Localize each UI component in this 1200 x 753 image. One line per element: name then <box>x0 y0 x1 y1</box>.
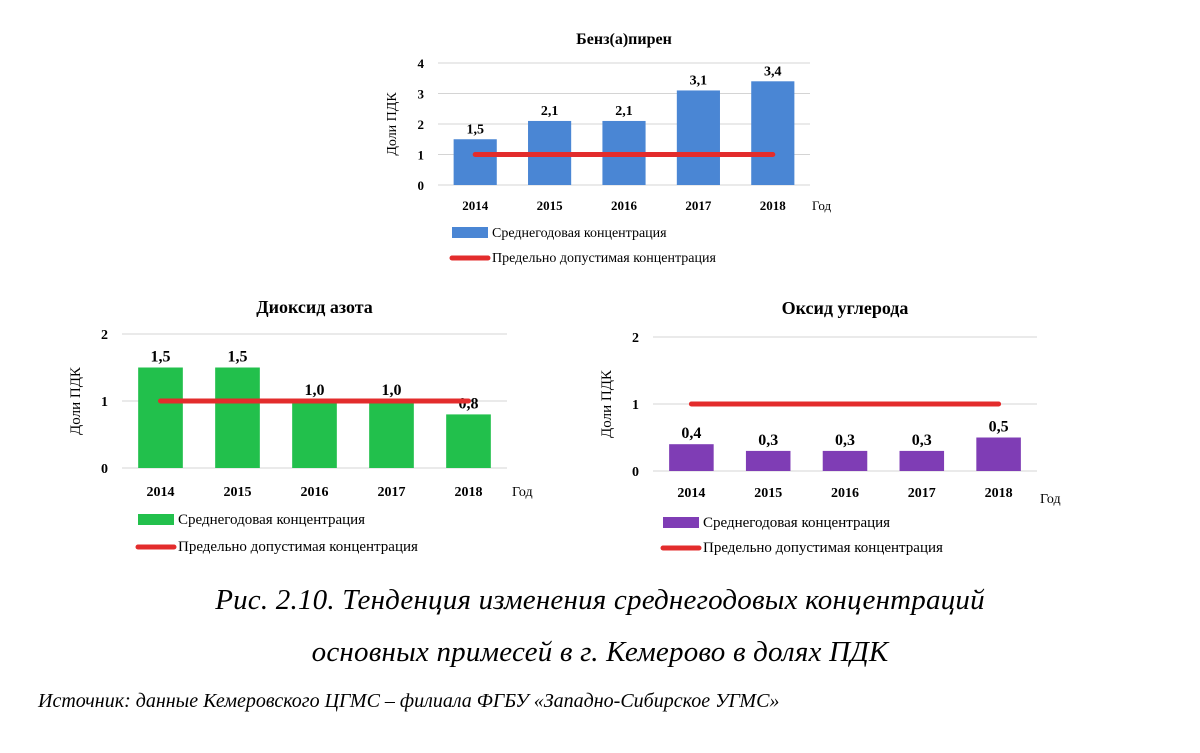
legend-swatch-bars <box>663 517 699 528</box>
bar <box>369 401 414 468</box>
x-axis-label: Год <box>812 198 831 213</box>
x-tick-label: 2017 <box>378 485 406 500</box>
chart-title: Бенз(а)пирен <box>576 31 672 48</box>
bar <box>138 367 183 468</box>
y-tick-label: 1 <box>418 148 425 163</box>
x-tick-label: 2014 <box>677 486 705 501</box>
bar-value-label: 1,0 <box>305 382 325 399</box>
x-axis-label: Год <box>1040 492 1061 507</box>
bar-value-label: 0,4 <box>681 425 701 442</box>
y-tick-label: 4 <box>418 56 425 71</box>
x-tick-label: 2015 <box>754 486 782 501</box>
y-tick-label: 2 <box>632 331 639 346</box>
legend-label-bars: Среднегодовая концентрация <box>492 226 667 241</box>
bar <box>822 450 868 471</box>
bar-value-label: 1,5 <box>228 349 248 366</box>
bar <box>292 401 337 468</box>
chart-nitrogen-dioxide: Диоксид азота 0 1 2 Доли ПДК 1,5 2014 1,5 2015 1,… <box>68 297 533 555</box>
x-tick-label: 2016 <box>301 485 329 500</box>
bar <box>669 444 714 471</box>
legend-label-bars: Среднегодовая концентрация <box>703 515 890 531</box>
bar-value-label: 1,0 <box>382 382 402 399</box>
y-tick-label: 2 <box>101 328 108 343</box>
y-tick-label: 2 <box>418 117 425 132</box>
y-axis-label: Доли ПДК <box>68 366 84 435</box>
bar-value-label: 2,1 <box>541 104 559 119</box>
y-axis-label: Доли ПДК <box>385 92 400 156</box>
x-axis-label: Год <box>512 485 533 500</box>
chart-title: Диоксид азота <box>256 297 373 317</box>
chart-benzapyrene: Бенз(а)пирен 0 1 2 3 4 Доли ПДК 1,5 2014 2,1 2015 2… <box>385 31 831 266</box>
bar-value-label: 1,5 <box>466 122 484 137</box>
x-tick-label: 2017 <box>908 486 936 501</box>
bar-value-label: 0,3 <box>912 432 932 449</box>
y-tick-label: 0 <box>418 178 425 193</box>
x-tick-label: 2015 <box>224 485 252 500</box>
bar-value-label: 0,8 <box>459 395 479 412</box>
x-tick-label: 2017 <box>685 198 712 213</box>
x-tick-label: 2015 <box>537 198 564 213</box>
y-axis-label: Доли ПДК <box>599 369 615 438</box>
bar <box>215 367 260 468</box>
chart-title: Оксид углерода <box>782 298 909 318</box>
x-tick-label: 2016 <box>611 198 638 213</box>
y-tick-label: 1 <box>632 398 639 413</box>
source-note: Источник: данные Кемеровского ЦГМС – фил… <box>38 690 780 712</box>
bar <box>976 437 1021 471</box>
y-tick-label: 0 <box>632 465 639 480</box>
bar-value-label: 3,4 <box>764 64 782 79</box>
chart-carbon-monoxide: Оксид углерода 0 1 2 Доли ПДК 0,4 2014 0,3 2015 0… <box>599 298 1061 556</box>
bar-value-label: 0,5 <box>989 419 1009 436</box>
x-tick-label: 2014 <box>462 198 489 213</box>
x-tick-label: 2014 <box>147 485 175 500</box>
bar <box>676 90 720 185</box>
y-tick-label: 3 <box>418 87 425 102</box>
figure-caption-line-2: основных примесей в г. Кемерово в долях … <box>311 636 889 668</box>
bar-value-label: 1,5 <box>151 349 171 366</box>
figure-caption-line-1: Рис. 2.10. Тенденция изменения среднегод… <box>215 584 985 616</box>
bar <box>446 414 491 468</box>
legend-swatch-bars <box>452 227 488 238</box>
legend-label-pdk: Предельно допустимая концентрация <box>492 251 716 266</box>
legend-swatch-bars <box>138 514 174 525</box>
bar <box>751 81 795 185</box>
x-tick-label: 2018 <box>455 485 483 500</box>
bar-value-label: 0,3 <box>758 432 778 449</box>
bar-value-label: 2,1 <box>615 104 633 119</box>
legend-label-pdk: Предельно допустимая концентрация <box>178 539 418 555</box>
x-tick-label: 2018 <box>985 486 1013 501</box>
x-tick-label: 2018 <box>760 198 787 213</box>
y-tick-label: 1 <box>101 395 108 410</box>
y-tick-label: 0 <box>101 462 108 477</box>
bar <box>745 450 791 471</box>
legend-label-pdk: Предельно допустимая концентрация <box>703 540 943 556</box>
legend-label-bars: Среднегодовая концентрация <box>178 512 365 528</box>
bar <box>899 450 945 471</box>
bar <box>453 139 497 185</box>
bar-value-label: 0,3 <box>835 432 855 449</box>
x-tick-label: 2016 <box>831 486 859 501</box>
bar-value-label: 3,1 <box>690 73 708 88</box>
